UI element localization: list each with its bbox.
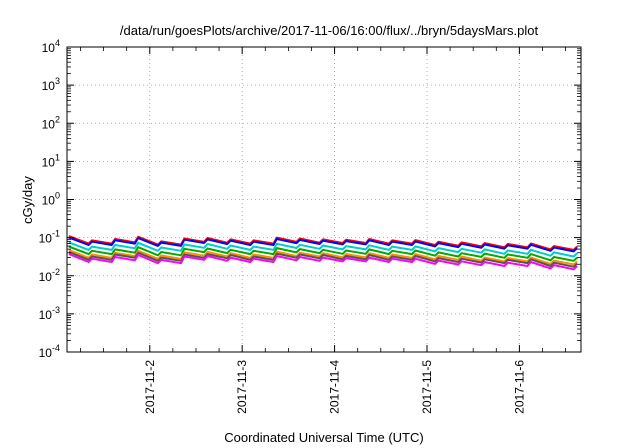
y-tick-exponent: 4 (55, 38, 60, 48)
chart-title: /data/run/goesPlots/archive/2017-11-06/1… (120, 23, 539, 38)
y-tick-base: 10 (42, 117, 56, 131)
series-group (68, 235, 578, 271)
series-line (68, 241, 578, 258)
y-tick-exponent: 0 (55, 191, 60, 201)
y-tick-label: 104 (42, 38, 60, 55)
y-tick-label: 10-3 (39, 305, 60, 322)
y-tick-label: 10-4 (39, 343, 60, 360)
y-tick-exponent: 3 (55, 76, 60, 86)
y-tick-label: 103 (42, 76, 60, 93)
y-tick-exponent: -3 (52, 305, 60, 315)
y-tick-base: 10 (39, 308, 53, 322)
series-line (68, 236, 578, 253)
y-tick-exponent: -2 (52, 267, 60, 277)
series-line (68, 251, 578, 268)
y-axis-label: cGy/day (20, 176, 35, 224)
x-tick-label: 2017-11-6 (512, 360, 526, 414)
y-tick-base: 10 (39, 346, 53, 360)
y-tick-exponent: 1 (55, 152, 60, 162)
y-tick-exponent: 2 (55, 114, 60, 124)
y-tick-base: 10 (42, 41, 56, 55)
y-tick-label: 10-1 (39, 229, 60, 246)
x-tick-label: 2017-11-3 (235, 360, 249, 414)
y-tick-base: 10 (42, 194, 56, 208)
y-tick-base: 10 (39, 232, 53, 246)
y-tick-label: 100 (42, 191, 60, 208)
series-line (68, 249, 578, 266)
x-tick-label: 2017-11-2 (143, 360, 157, 414)
series-line (68, 245, 578, 262)
x-axis-label: Coordinated Universal Time (UTC) (224, 430, 423, 445)
x-axis: 2017-11-2 2017-11-3 2017-11-4 2017-11-5 2017… (80, 47, 566, 414)
x-tick-label: 2017-11-4 (328, 360, 342, 414)
x-tick-label: 2017-11-5 (420, 360, 434, 414)
y-tick-base: 10 (42, 79, 56, 93)
y-tick-exponent: -1 (52, 229, 60, 239)
y-tick-exponent: -4 (52, 343, 60, 353)
series-line (68, 253, 578, 271)
y-tick-label: 101 (42, 152, 60, 169)
y-tick-base: 10 (39, 270, 53, 284)
y-tick-label: 102 (42, 114, 60, 131)
y-tick-label: 10-2 (39, 267, 60, 284)
grid-lines (67, 46, 581, 353)
y-tick-base: 10 (42, 155, 56, 169)
